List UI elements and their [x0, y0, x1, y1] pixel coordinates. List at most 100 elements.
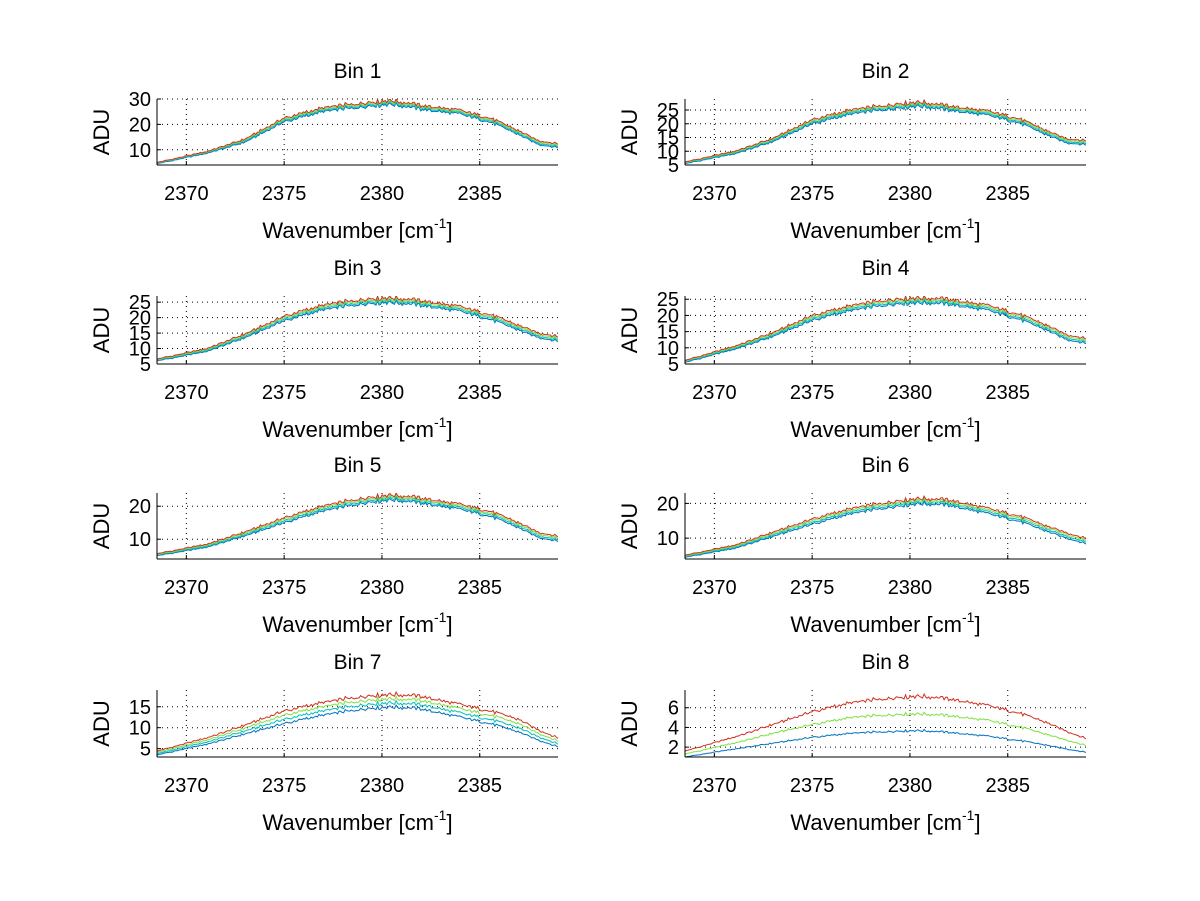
- y-tick-label: 20: [129, 114, 151, 136]
- x-axis-label-end: ]: [974, 810, 980, 835]
- x-tick-label: 2375: [790, 183, 835, 205]
- y-tick-label: 15: [129, 697, 151, 719]
- y-tick-label: 5: [668, 354, 679, 376]
- x-tick-label: 2370: [164, 577, 209, 599]
- series-line-red: [685, 99, 1086, 163]
- series-line-red: [157, 296, 558, 361]
- x-tick-label: 2375: [262, 775, 307, 797]
- series-line-blue: [157, 496, 558, 557]
- series-line-cyan: [157, 699, 558, 755]
- y-tick-label: 25: [657, 289, 679, 311]
- x-axis-label-end: ]: [446, 612, 452, 637]
- plot-title: Bin 1: [334, 60, 382, 83]
- x-tick-label: 2380: [888, 382, 933, 404]
- x-axis-label-superscript: -1: [962, 609, 975, 625]
- y-axis-label: ADU: [617, 700, 642, 746]
- x-axis-label-end: ]: [974, 218, 980, 243]
- y-tick-label: 20: [129, 308, 151, 330]
- x-axis-label-superscript: -1: [962, 215, 975, 231]
- y-tick-label: 25: [129, 292, 151, 314]
- x-tick-label: 2370: [164, 183, 209, 205]
- x-tick-label: 2385: [458, 577, 503, 599]
- x-tick-label: 2385: [458, 183, 503, 205]
- y-axis-label: ADU: [617, 307, 642, 353]
- x-tick-label: 2380: [888, 577, 933, 599]
- y-tick-label: 15: [129, 323, 151, 345]
- x-axis-label-superscript: -1: [434, 807, 447, 823]
- x-axis-label: Wavenumber [cm-1]: [790, 215, 980, 243]
- x-axis-label: Wavenumber [cm-1]: [262, 414, 452, 442]
- series-line-cyan: [685, 297, 1086, 363]
- y-tick-label: 10: [129, 140, 151, 162]
- x-tick-label: 2380: [360, 382, 405, 404]
- x-axis-label-main: Wavenumber [cm: [790, 612, 962, 637]
- x-tick-label: 2370: [692, 183, 737, 205]
- series-group: [685, 692, 1086, 757]
- y-axis-label: ADU: [89, 109, 114, 155]
- series-line-red: [685, 494, 1086, 557]
- series-group: [157, 690, 558, 756]
- series-line-blue: [157, 299, 558, 362]
- x-tick-label: 2370: [692, 775, 737, 797]
- subplot-bin-1: Bin 1 2370 2375 2380 2385 10 20 30 ADU Wavenumber…: [89, 60, 558, 243]
- x-axis-label-main: Wavenumber [cm: [262, 218, 434, 243]
- x-axis-label-main: Wavenumber [cm: [790, 417, 962, 442]
- x-tick-label: 2375: [262, 183, 307, 205]
- subplot-bin-6: Bin 6 2370 2375 2380 2385 10 20 ADU Wavenumber […: [617, 454, 1086, 637]
- series-line-red: [157, 690, 558, 753]
- x-axis-label-superscript: -1: [434, 609, 447, 625]
- x-tick-label: 2385: [458, 775, 503, 797]
- y-tick-label: 30: [129, 89, 151, 111]
- y-tick-label: 10: [657, 528, 679, 550]
- x-axis-label-end: ]: [446, 218, 452, 243]
- x-axis-label-superscript: -1: [434, 215, 447, 231]
- y-tick-label: 6: [668, 698, 679, 720]
- y-tick-label: 5: [140, 354, 151, 376]
- x-tick-label: 2380: [888, 183, 933, 205]
- series-line-green: [685, 711, 1086, 755]
- series-line-cyan: [685, 101, 1086, 164]
- y-tick-label: 20: [129, 496, 151, 518]
- series-line-green: [685, 100, 1086, 164]
- x-tick-label: 2370: [692, 577, 737, 599]
- y-tick-label: 15: [657, 128, 679, 150]
- y-tick-label: 15: [657, 322, 679, 344]
- series-line-red: [157, 99, 558, 164]
- series-line-green: [685, 496, 1086, 557]
- x-axis-label-end: ]: [974, 612, 980, 637]
- x-axis-label-superscript: -1: [434, 414, 447, 430]
- plot-title: Bin 4: [862, 257, 910, 280]
- series-line-cyan: [157, 100, 558, 164]
- y-tick-label: 20: [657, 114, 679, 136]
- series-line-red: [685, 296, 1086, 362]
- series-line-green: [685, 296, 1086, 363]
- y-axis-label: ADU: [617, 503, 642, 549]
- y-tick-label: 2: [668, 737, 679, 759]
- plot-title: Bin 5: [334, 454, 382, 477]
- x-tick-label: 2385: [986, 382, 1031, 404]
- x-tick-label: 2370: [692, 382, 737, 404]
- series-line-cyan: [157, 494, 558, 556]
- subplot-grid: Bin 1 2370 2375 2380 2385 10 20 30 ADU Wavenumber…: [89, 60, 1086, 835]
- x-axis-label-main: Wavenumber [cm: [790, 810, 962, 835]
- x-axis-label-superscript: -1: [962, 807, 975, 823]
- series-line-blue: [685, 500, 1086, 559]
- series-line-blue: [685, 728, 1086, 757]
- y-tick-label: 20: [657, 493, 679, 515]
- series-line-blue: [685, 299, 1086, 364]
- series-group: [157, 99, 558, 165]
- subplot-bin-5: Bin 5 2370 2375 2380 2385 10 20 ADU Wavenumber […: [89, 454, 558, 637]
- y-tick-label: 10: [657, 141, 679, 163]
- y-axis-label: ADU: [89, 700, 114, 746]
- series-line-cyan: [685, 498, 1086, 558]
- y-tick-label: 20: [657, 305, 679, 327]
- x-tick-label: 2375: [790, 775, 835, 797]
- series-line-green: [157, 493, 558, 556]
- series-line-blue: [157, 704, 558, 756]
- x-tick-label: 2385: [458, 382, 503, 404]
- y-tick-label: 5: [668, 155, 679, 177]
